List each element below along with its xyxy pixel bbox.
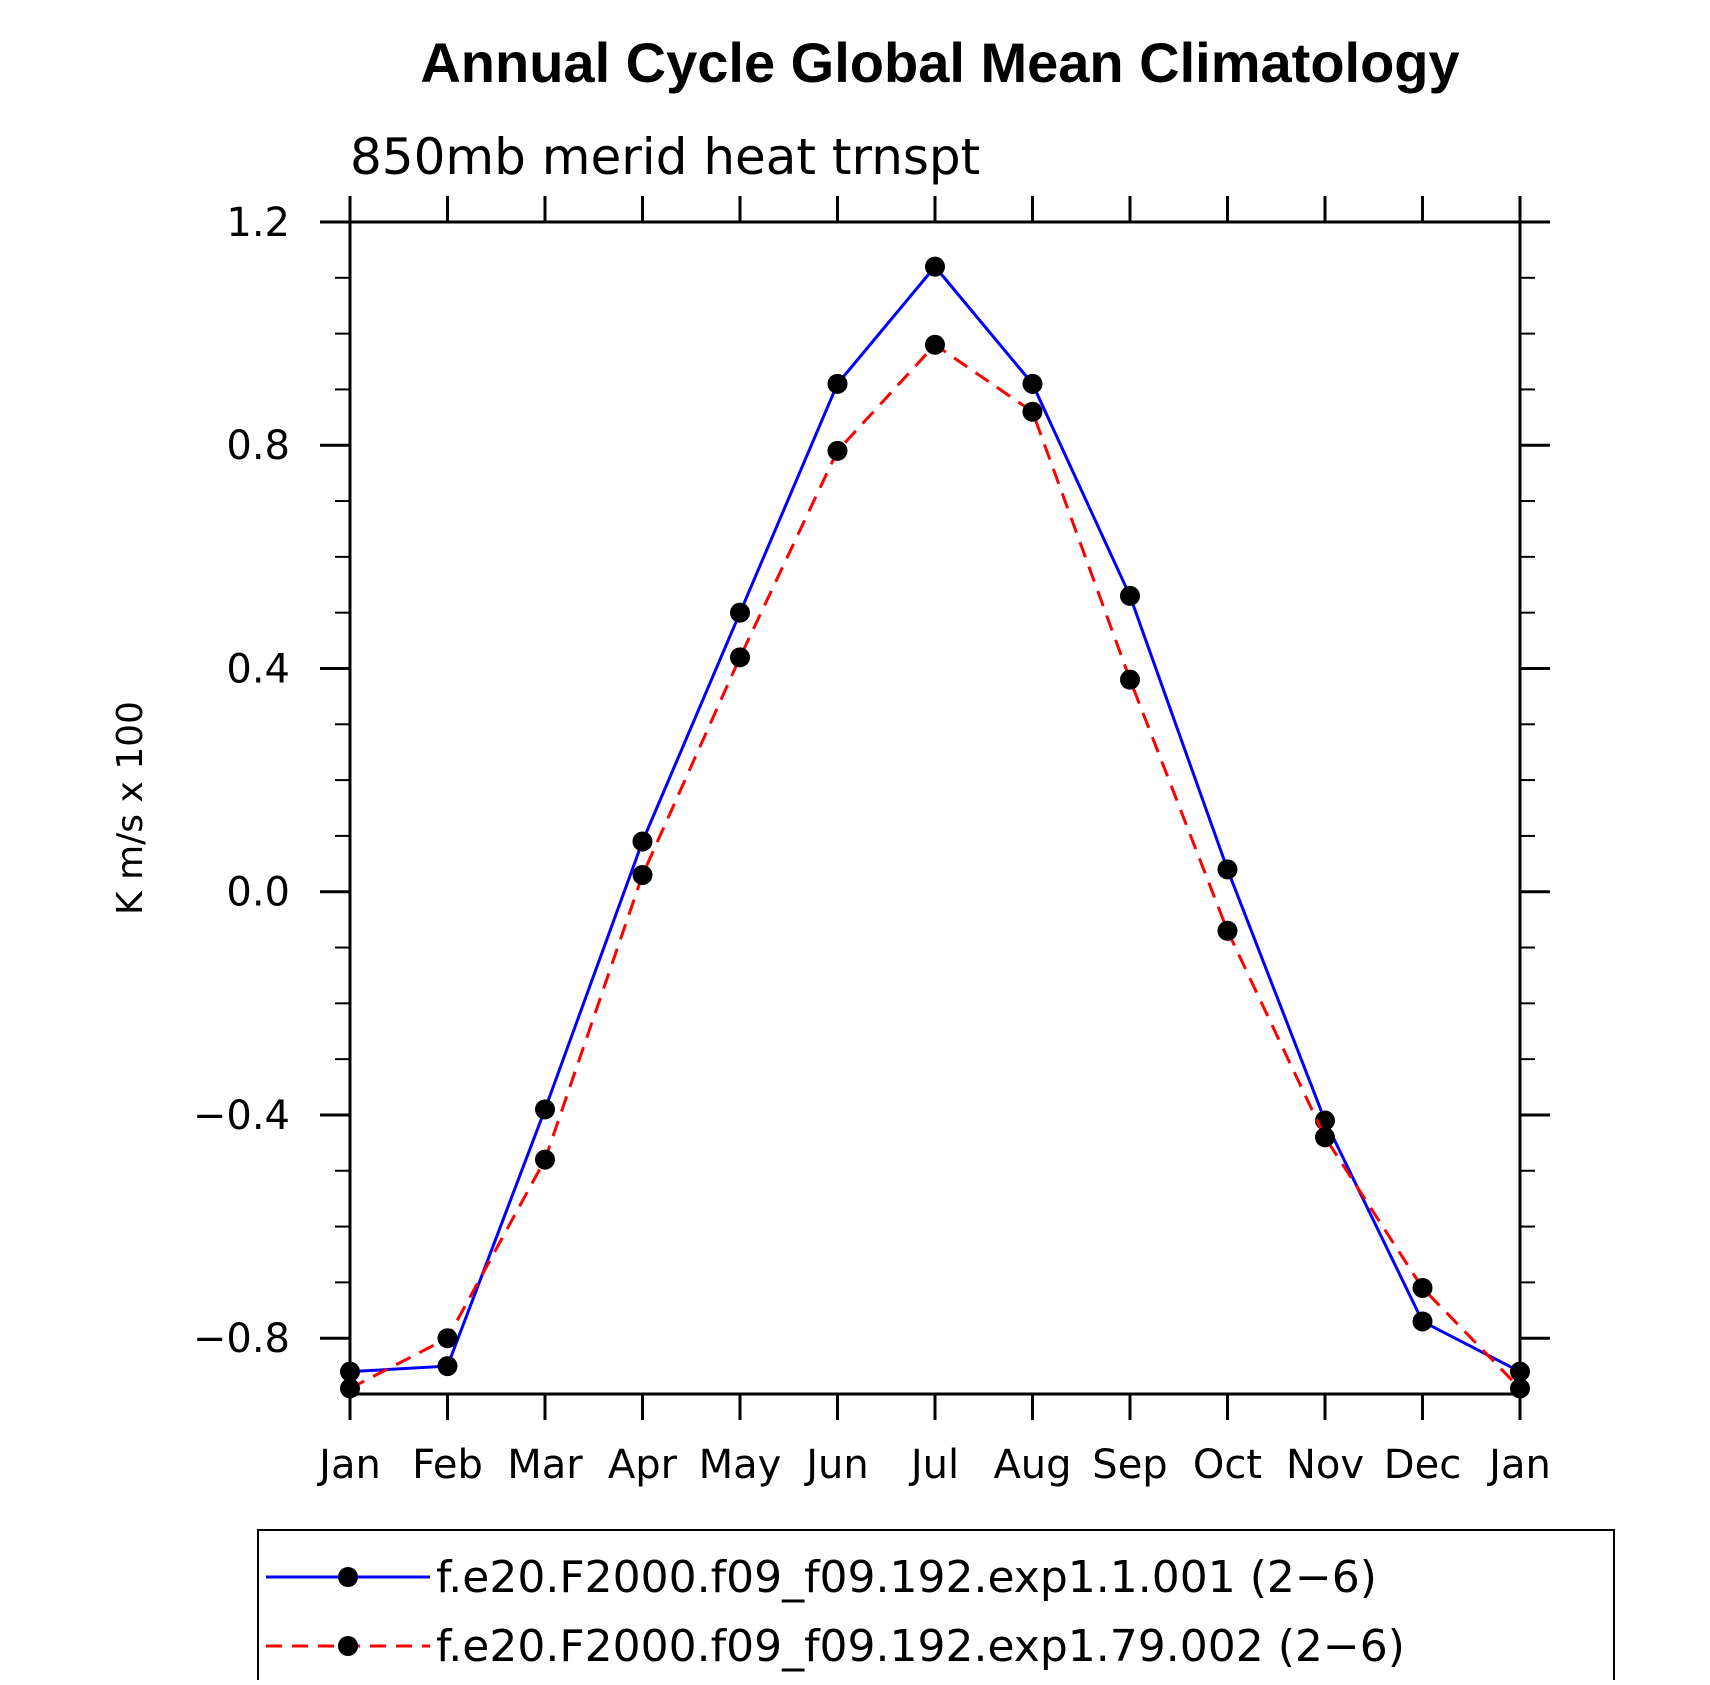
data-point: [1412, 1311, 1433, 1332]
axes: Jan Feb Mar Apr May Jun Jul Aug Sep Oct Nov Dec Jan 1…: [193, 196, 1551, 1488]
y-tick-label: 0.4: [226, 646, 290, 692]
data-point: [1510, 1378, 1530, 1399]
data-point: [437, 1328, 458, 1349]
chart-title: Annual Cycle Global Mean Climatology: [420, 31, 1459, 94]
y-tick-label: −0.8: [193, 1316, 290, 1362]
data-point: [925, 256, 945, 277]
data-point: [827, 440, 848, 461]
legend-label-2: f.e20.F2000.f09_f09.192.exp1.79.002 (2−6…: [436, 1621, 1405, 1672]
series-layer: [340, 256, 1530, 1399]
data-point: [827, 373, 848, 394]
y-tick-label: −0.4: [193, 1093, 290, 1139]
data-point: [1120, 669, 1140, 690]
data-point: [535, 1149, 555, 1170]
y-axis-label: K m/s x 100: [110, 701, 151, 915]
x-tick-label: Nov: [1286, 1442, 1364, 1488]
x-tick-label: Jan: [1486, 1442, 1551, 1488]
series-line-1: [349, 264, 1521, 1374]
data-point: [1510, 1361, 1530, 1382]
x-tick-label: Mar: [507, 1442, 583, 1488]
data-point: [1412, 1277, 1433, 1298]
legend-marker-2: [338, 1636, 358, 1656]
y-tick-label: 1.2: [226, 200, 290, 246]
data-point: [632, 864, 653, 885]
x-tick-label: Feb: [412, 1442, 483, 1488]
series-line-2: [349, 342, 1522, 1390]
x-tick-label: Aug: [993, 1442, 1071, 1488]
x-tick-label: Jun: [803, 1442, 869, 1488]
data-point: [1120, 585, 1140, 606]
x-tick-label: Jan: [316, 1442, 381, 1488]
y-tick-label: 0.0: [226, 870, 290, 916]
legend-marker-1: [338, 1567, 358, 1587]
data-point: [535, 1099, 555, 1120]
legend-label-1: f.e20.F2000.f09_f09.192.exp1.1.001 (2−6): [436, 1552, 1377, 1603]
data-point: [340, 1361, 360, 1382]
data-point: [925, 334, 945, 355]
data-point: [340, 1378, 360, 1399]
x-tick-label: Sep: [1092, 1442, 1167, 1488]
data-point: [730, 647, 750, 668]
x-tick-label: Apr: [608, 1442, 678, 1488]
x-tick-label: May: [699, 1442, 782, 1488]
chart-subtitle: 850mb merid heat trnspt: [350, 128, 980, 186]
data-point: [730, 602, 750, 623]
legend-box: [257, 1529, 1615, 1685]
data-point: [1217, 920, 1238, 941]
data-point: [1022, 401, 1043, 422]
data-point: [1315, 1127, 1335, 1148]
x-tick-label: Jul: [908, 1442, 959, 1488]
x-tick-label: Oct: [1193, 1442, 1262, 1488]
data-point: [437, 1356, 458, 1377]
plot-frame: [348, 220, 1522, 1396]
data-point: [1022, 373, 1043, 394]
x-tick-label: Dec: [1384, 1442, 1461, 1488]
data-point: [1217, 859, 1238, 880]
series-1: [340, 256, 1530, 1382]
data-point: [632, 831, 653, 852]
series-2: [340, 334, 1530, 1399]
y-tick-label: 0.8: [226, 423, 290, 469]
legend: f.e20.F2000.f09_f09.192.exp1.1.001 (2−6)…: [257, 1529, 1615, 1685]
